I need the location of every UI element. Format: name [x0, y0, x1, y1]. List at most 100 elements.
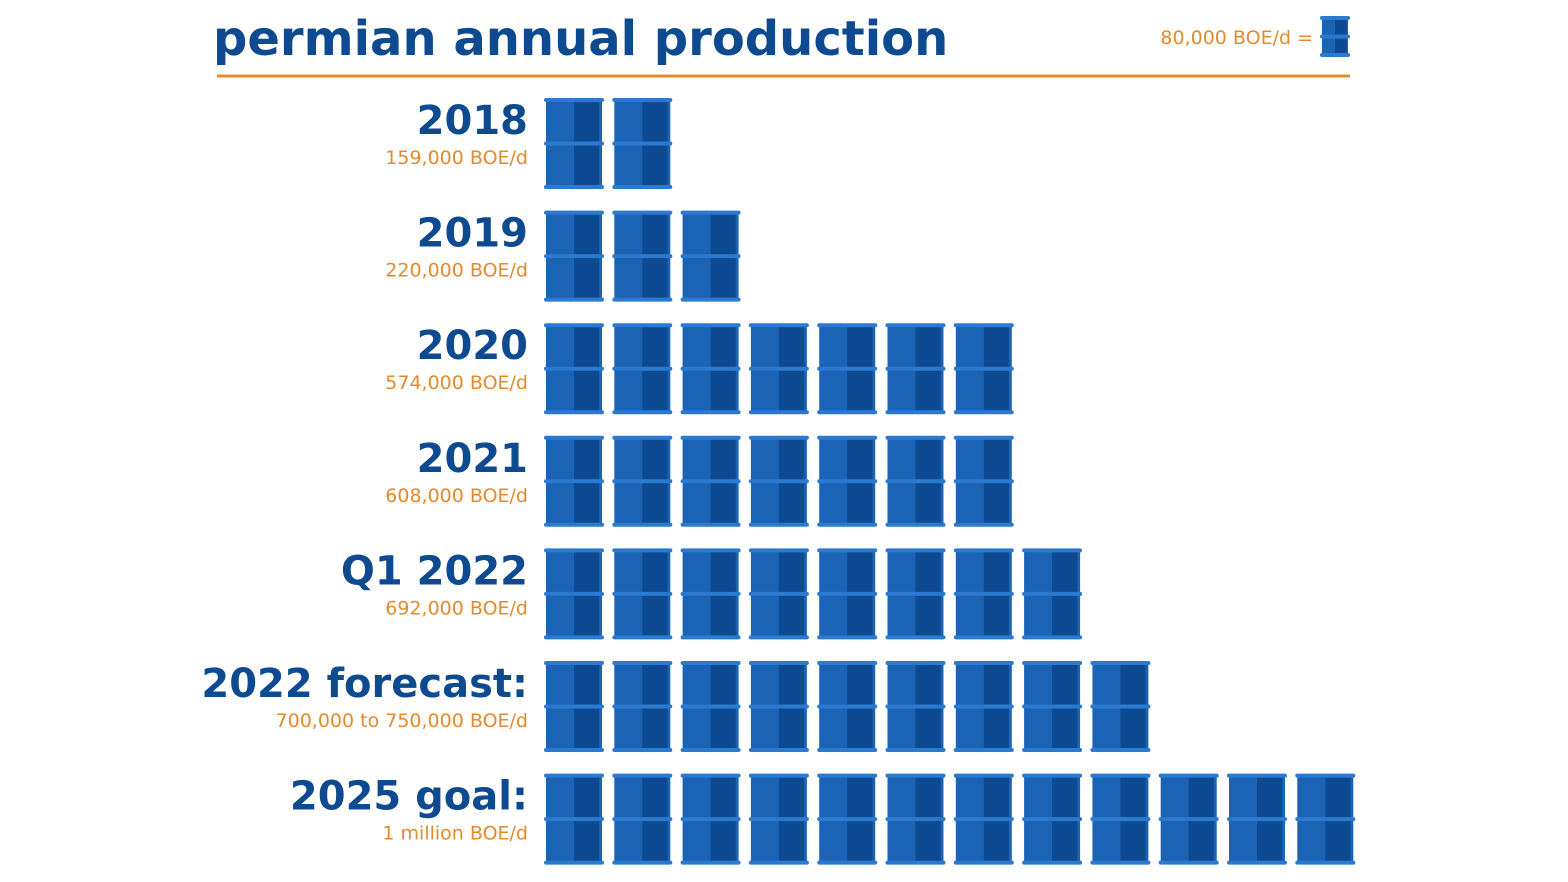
- barrel-rim: [1090, 748, 1151, 752]
- barrel-rim: [1090, 860, 1151, 865]
- barrel-rim: [953, 748, 1014, 752]
- barrel-rim: [680, 210, 741, 215]
- barrel: [680, 548, 741, 640]
- barrel-rim: [544, 435, 604, 440]
- barrel: [885, 548, 946, 640]
- barrel: [544, 435, 604, 527]
- barrel-rim: [544, 98, 604, 102]
- barrel-rim: [1090, 773, 1151, 778]
- barrel-rim: [817, 522, 878, 527]
- barrel-rim: [612, 479, 673, 484]
- barrel-rim: [1022, 860, 1083, 865]
- barrel-rim: [612, 661, 673, 665]
- barrel-rim: [1320, 16, 1350, 20]
- row-amount: 700,000 to 750,000 BOE/d: [276, 710, 528, 732]
- barrel: [544, 98, 604, 189]
- barrel: [817, 323, 878, 415]
- barrel-rim: [885, 860, 946, 865]
- barrel-rim: [953, 635, 1014, 640]
- barrel-rim: [544, 254, 604, 259]
- row-amount: 1 million BOE/d: [382, 823, 528, 845]
- barrel-rim: [885, 635, 946, 640]
- barrel-rim: [1320, 34, 1350, 39]
- barrel-rim: [612, 748, 673, 752]
- barrel-rim: [544, 141, 604, 146]
- barrel-rim: [544, 635, 604, 640]
- barrel: [748, 661, 809, 752]
- barrel: [748, 323, 809, 415]
- barrel-rim: [953, 366, 1014, 371]
- barrel-rim: [885, 817, 946, 822]
- barrel: [544, 323, 604, 415]
- barrel-rim: [953, 661, 1014, 665]
- barrel-rim: [817, 817, 878, 822]
- barrel-rim: [612, 254, 673, 259]
- row-amount: 692,000 BOE/d: [385, 597, 528, 619]
- row-amount: 159,000 BOE/d: [385, 147, 528, 169]
- barrel: [1022, 661, 1083, 752]
- barrel-rim: [612, 860, 673, 865]
- legend-barrel: [1320, 16, 1350, 57]
- barrel: [612, 323, 673, 415]
- barrel-rim: [953, 522, 1014, 527]
- barrel-rim: [1158, 860, 1219, 865]
- barrel-rim: [817, 748, 878, 752]
- barrel-rim: [612, 366, 673, 371]
- barrel: [885, 773, 946, 865]
- barrel: [885, 323, 946, 415]
- barrel-rim: [680, 522, 741, 527]
- barrel-rim: [1227, 817, 1287, 822]
- barrel-rim: [953, 548, 1014, 553]
- barrel-rim: [1022, 661, 1083, 665]
- barrel-rim: [953, 704, 1014, 709]
- barrel-rim: [953, 817, 1014, 822]
- barrel-rim: [612, 704, 673, 709]
- barrel-rim: [544, 748, 604, 752]
- barrel-rim: [817, 479, 878, 484]
- barrel-rim: [748, 410, 809, 415]
- barrel: [680, 435, 741, 527]
- barrel-rim: [885, 591, 946, 596]
- barrel: [544, 773, 604, 865]
- barrel-rim: [680, 254, 741, 259]
- barrel-rim: [885, 435, 946, 440]
- barrel: [680, 210, 741, 302]
- barrel-rim: [1090, 817, 1151, 822]
- row-label: 2019: [417, 211, 528, 257]
- barrel-rim: [817, 548, 878, 553]
- chart-title: permian annual production: [213, 11, 948, 67]
- barrel-rim: [612, 297, 673, 302]
- barrel-rim: [817, 704, 878, 709]
- barrel-rim: [1022, 748, 1083, 752]
- barrel-rim: [612, 522, 673, 527]
- row-label: 2025 goal:: [290, 774, 528, 820]
- barrel-rim: [748, 817, 809, 822]
- barrel-rim: [612, 141, 673, 146]
- barrel-rim: [544, 522, 604, 527]
- barrel: [544, 548, 604, 640]
- barrel-rim: [953, 591, 1014, 596]
- barrel: [885, 661, 946, 752]
- barrel-rim: [885, 661, 946, 665]
- barrel-rim: [748, 748, 809, 752]
- barrel: [1090, 773, 1151, 865]
- barrel-rim: [680, 297, 741, 302]
- barrel-rim: [748, 704, 809, 709]
- barrel-rim: [748, 591, 809, 596]
- barrel-rim: [544, 591, 604, 596]
- row-label: 2021: [417, 436, 528, 482]
- row-label: 2022 forecast:: [201, 661, 528, 707]
- barrel: [953, 435, 1014, 527]
- barrel-rim: [885, 323, 946, 328]
- barrel-rim: [1022, 591, 1083, 596]
- barrel-rim: [544, 366, 604, 371]
- barrel-rim: [817, 661, 878, 665]
- barrel-rim: [1022, 704, 1083, 709]
- barrel-rim: [885, 773, 946, 778]
- barrel-rim: [612, 185, 673, 189]
- barrel-rim: [612, 635, 673, 640]
- barrel-rim: [748, 661, 809, 665]
- barrel-rim: [748, 773, 809, 778]
- barrel: [680, 773, 741, 865]
